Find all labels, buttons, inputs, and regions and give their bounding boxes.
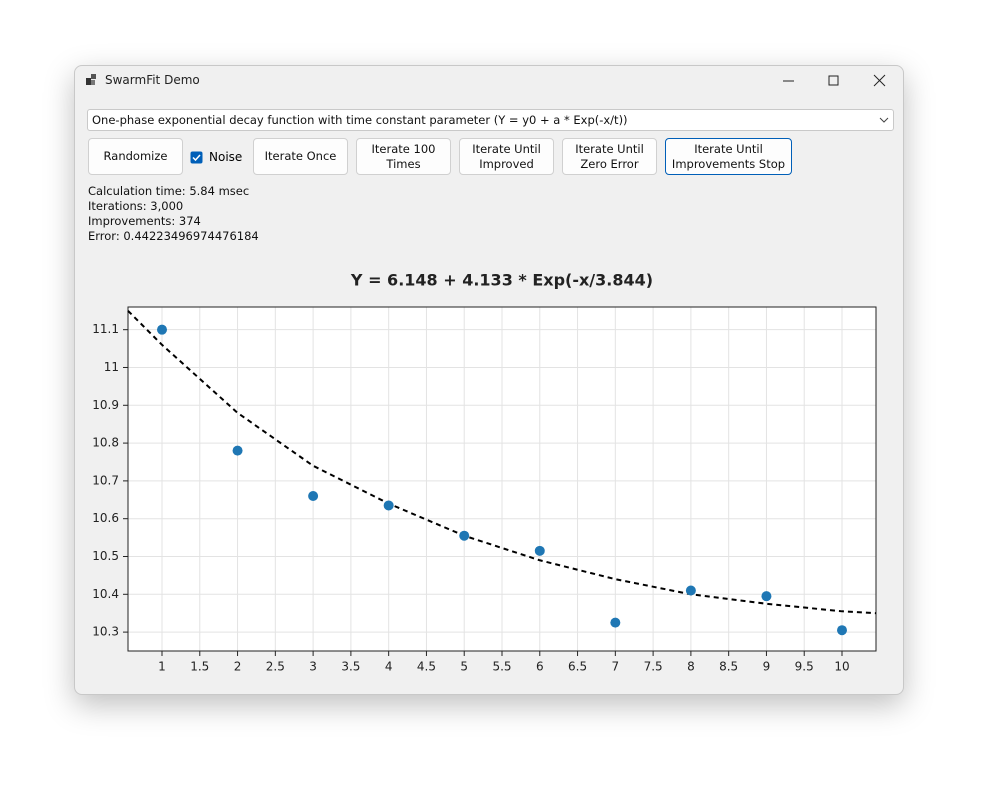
- window-title: SwarmFit Demo: [105, 73, 200, 87]
- stat-line: Iterations: 3,000: [88, 199, 184, 213]
- button[interactable]: Randomize: [88, 138, 183, 175]
- function-dropdown[interactable]: One-phase exponential decay function wit…: [87, 109, 894, 131]
- noise-checkbox[interactable]: Noise: [190, 150, 242, 164]
- window: SwarmFit Demo One-phase exponential deca…: [74, 65, 904, 695]
- dropdown-text: One-phase exponential decay function wit…: [92, 113, 628, 127]
- button[interactable]: Iterate Until Zero Error: [562, 138, 657, 175]
- stat-line: Calculation time: 5.84 msec: [88, 184, 250, 198]
- button[interactable]: Iterate Once: [253, 138, 348, 175]
- button[interactable]: Iterate 100 Times: [356, 138, 451, 175]
- app-icon: [86, 74, 96, 85]
- button[interactable]: Iterate Until Improved: [459, 138, 554, 175]
- button[interactable]: Iterate Until Improvements Stop: [665, 138, 792, 175]
- stat-line: Error: 0.44223496974476184: [88, 229, 259, 243]
- stat-line: Improvements: 374: [88, 214, 201, 228]
- checkbox-label: Noise: [209, 150, 243, 164]
- dropdown-arrow: [879, 117, 889, 123]
- checkbox-box: [190, 151, 203, 163]
- stats: Calculation time: 5.84 msec Iterations: …: [88, 184, 259, 244]
- window-controls[interactable]: [779, 72, 899, 90]
